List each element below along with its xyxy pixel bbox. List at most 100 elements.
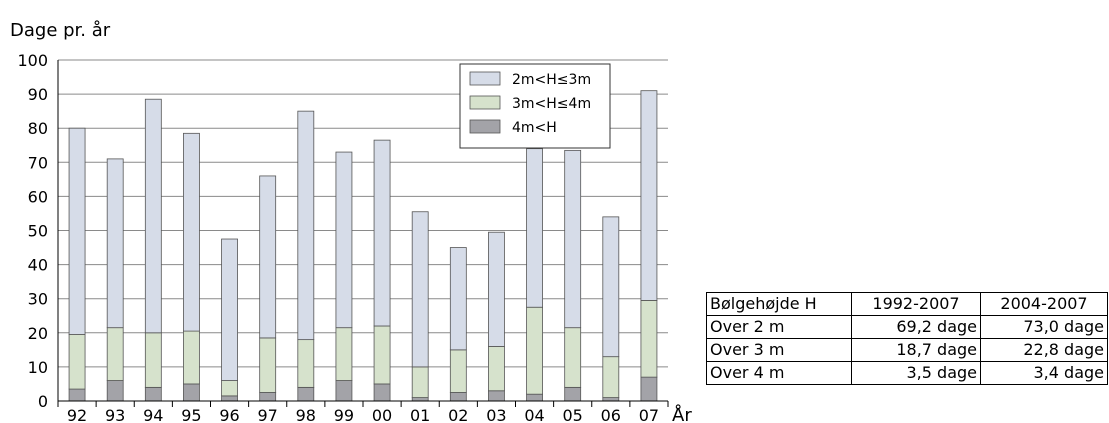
x-tick-label: 94 <box>143 406 163 423</box>
bar-segment-0 <box>221 395 238 402</box>
bar-segment-1 <box>335 327 353 381</box>
bar-segment-0 <box>106 380 124 402</box>
bar-segment-0 <box>564 386 582 402</box>
legend-label: 2m<H≤3m <box>512 72 591 88</box>
bar-segment-2 <box>640 90 658 301</box>
bar-segment-2 <box>183 132 200 332</box>
table-header-cell: 2004-2007 <box>980 292 1108 316</box>
table-row: Over 2 m 69,2 dage 73,0 dage <box>706 315 1108 339</box>
bar-segment-1 <box>144 332 162 388</box>
y-tick-label: 50 <box>28 222 48 241</box>
bar-segment-1 <box>106 327 124 381</box>
table-cell: 69,2 dage <box>851 315 981 339</box>
bar-segment-1 <box>221 380 238 397</box>
legend-label: 4m<H <box>512 120 557 136</box>
axes <box>57 60 669 407</box>
bar-segment-1 <box>297 339 315 388</box>
bar-segment-0 <box>449 392 467 402</box>
bars <box>68 90 658 402</box>
bar-segment-0 <box>259 392 277 402</box>
bar-segment-0 <box>144 386 162 402</box>
bar-segment-1 <box>68 334 86 390</box>
y-tick-label: 60 <box>28 187 48 206</box>
bar-segment-0 <box>183 383 200 402</box>
table-cell: 73,0 dage <box>980 315 1108 339</box>
bar-segment-2 <box>488 231 505 347</box>
bar-segment-2 <box>602 216 620 358</box>
bar-segment-1 <box>411 366 429 398</box>
bar-segment-1 <box>183 330 200 385</box>
table-cell: 3,4 dage <box>980 361 1108 385</box>
x-tick-labels: 92 93 94 95 96 97 98 99 00 01 02 03 04 05 06 07 <box>67 406 659 423</box>
table-cell: Over 4 m <box>706 361 852 385</box>
table-header-cell: Bølgehøjde H <box>706 292 852 316</box>
table-cell: 18,7 dage <box>851 338 981 362</box>
x-tick-label: 01 <box>410 406 430 423</box>
x-tick-label: 92 <box>67 406 87 423</box>
legend-swatch <box>469 95 501 110</box>
legend-swatch <box>469 71 501 86</box>
bar-segment-0 <box>526 393 543 402</box>
y-tick-label: 70 <box>28 153 48 172</box>
bar-segment-0 <box>68 388 86 402</box>
x-tick-label: 95 <box>181 406 201 423</box>
bar-segment-1 <box>640 300 658 378</box>
bar-segment-0 <box>488 390 505 402</box>
y-tick-label: 40 <box>28 256 48 275</box>
table-row: Over 3 m 18,7 dage 22,8 dage <box>706 338 1108 362</box>
x-tick-label: 05 <box>563 406 583 423</box>
table-cell: 3,5 dage <box>851 361 981 385</box>
bar-segment-0 <box>411 397 429 402</box>
wave-height-table: Bølgehøjde H 1992-2007 2004-2007 Over 2 … <box>706 292 1108 385</box>
bar-segment-1 <box>373 325 391 385</box>
x-tick-label: 04 <box>524 406 544 423</box>
bar-segment-2 <box>297 110 315 341</box>
bar-segment-0 <box>373 383 391 402</box>
bar-segment-1 <box>488 346 505 392</box>
y-tick-labels: 0 10 20 30 40 50 60 70 80 90 100 <box>17 51 48 411</box>
bar-segment-2 <box>221 238 238 381</box>
bar-segment-2 <box>526 148 543 308</box>
legend-swatch <box>469 119 501 134</box>
bar-segment-2 <box>106 158 124 329</box>
y-tick-label: 0 <box>38 392 48 411</box>
legend: 2m<H≤3m 3m<H≤4m 4m<H <box>459 63 611 149</box>
x-tick-label: 97 <box>258 406 278 423</box>
bar-segment-1 <box>602 356 620 398</box>
x-tick-label: 03 <box>486 406 506 423</box>
bar-segment-2 <box>335 151 353 329</box>
x-tick-label: 07 <box>639 406 659 423</box>
bar-segment-2 <box>449 247 467 351</box>
y-tick-label: 20 <box>28 324 48 343</box>
table-header-cell: 1992-2007 <box>851 292 981 316</box>
y-axis-title: Dage pr. år <box>10 20 111 41</box>
table-header-row: Bølgehøjde H 1992-2007 2004-2007 <box>706 292 1108 316</box>
y-tick-label: 10 <box>28 358 48 377</box>
x-tick-label: 00 <box>372 406 392 423</box>
table-row: Over 4 m 3,5 dage 3,4 dage <box>706 361 1108 385</box>
table-cell: Over 2 m <box>706 315 852 339</box>
bar-segment-0 <box>640 376 658 402</box>
bar-segment-1 <box>449 349 467 393</box>
x-tick-label: 02 <box>448 406 468 423</box>
bar-segment-2 <box>564 149 582 329</box>
bar-segment-2 <box>373 139 391 327</box>
bar-segment-2 <box>411 211 429 368</box>
bar-segment-2 <box>259 175 277 339</box>
bar-segment-0 <box>602 397 620 402</box>
y-tick-label: 80 <box>28 119 48 138</box>
bar-segment-0 <box>335 380 353 402</box>
x-tick-label: 99 <box>334 406 354 423</box>
table-cell: 22,8 dage <box>980 338 1108 362</box>
y-tick-label: 30 <box>28 290 48 309</box>
bar-segment-1 <box>564 327 582 388</box>
bar-segment-1 <box>259 337 277 393</box>
x-axis-title: År <box>672 404 692 423</box>
legend-label: 3m<H≤4m <box>512 96 591 112</box>
bar-segment-2 <box>144 98 162 334</box>
y-tick-label: 90 <box>28 85 48 104</box>
x-tick-label: 98 <box>296 406 316 423</box>
x-tick-label: 96 <box>219 406 239 423</box>
x-tick-label: 93 <box>105 406 125 423</box>
